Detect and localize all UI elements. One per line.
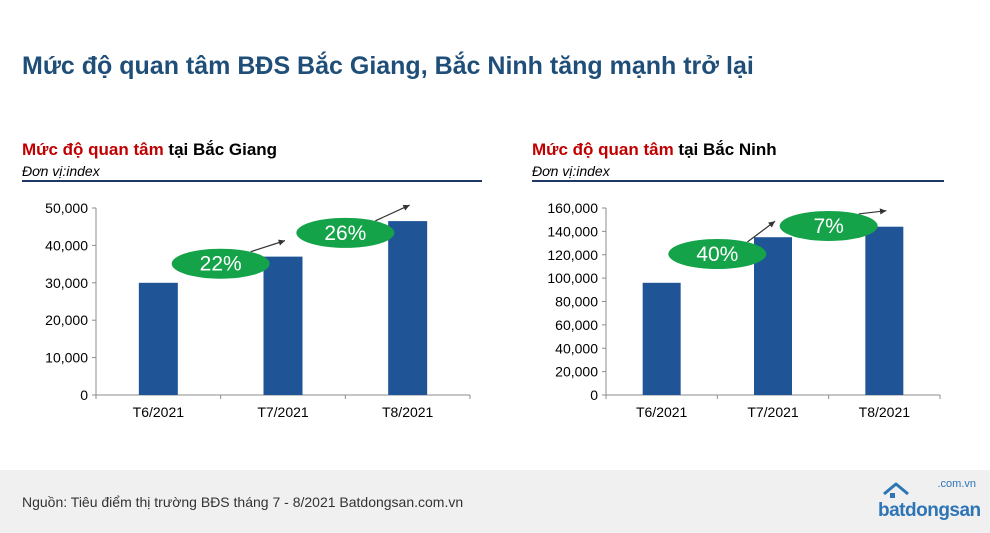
batdongsan-logo[interactable]: .com.vn batdongsan [878,478,981,524]
chart-header-bac-ninh: Mức độ quan tâm tại Bắc Ninh Đơn vị:inde… [532,140,944,182]
x-tick-label: T6/2021 [636,404,688,420]
y-tick-label: 0 [80,387,88,403]
growth-arrow-head [278,239,285,246]
footer-bar: Nguồn: Tiêu điểm thị trường BĐS tháng 7 … [0,470,990,533]
chart-title-bac-ninh: Mức độ quan tâm tại Bắc Ninh [532,140,944,160]
growth-label: 26% [324,222,366,245]
growth-arrow-head [402,204,410,211]
growth-arrow-head [768,221,775,228]
y-tick-label: 20,000 [555,364,598,380]
bar-t6-2021 [642,282,681,395]
growth-label: 22% [200,253,242,276]
bar-t7-2021 [754,237,792,395]
y-tick-label: 50,000 [45,200,88,216]
y-tick-label: 0 [590,387,598,403]
x-tick-label: T8/2021 [859,404,911,420]
bar-chart-bac-ninh: 0 20,000 40,000 60,000 80,000 100,000 120,000 1… [547,200,941,420]
y-tick-label: 40,000 [45,237,88,253]
chart-header-bac-giang: Mức độ quan tâm tại Bắc Giang Đơn vị:ind… [22,140,482,182]
y-tick-label: 40,000 [555,340,598,356]
chart-title-rest: tại Bắc Ninh [673,140,777,159]
page-title: Mức độ quan tâm BĐS Bắc Giang, Bắc Ninh … [22,52,754,80]
y-tick-label: 100,000 [547,270,598,286]
logo-text: batdongsan [878,500,981,521]
house-icon [883,482,909,498]
bar-t6-2021 [138,282,178,395]
bar-chart-bac-giang: 0 10,000 20,000 30,000 40,000 50,000 T6/2021 T7… [45,200,471,420]
y-tick-label: 20,000 [45,312,88,328]
y-tick-label: 10,000 [45,350,88,366]
y-tick-label: 80,000 [555,294,598,310]
chart-unit-label: Đơn vị:index [22,163,100,179]
chart-divider [532,180,944,182]
chart-title-bac-giang: Mức độ quan tâm tại Bắc Giang [22,140,482,160]
x-tick-label: T8/2021 [382,404,434,420]
chart-unit-label: Đơn vị:index [532,163,610,179]
x-tick-label: T7/2021 [747,404,799,420]
growth-badge [296,217,395,248]
bar-t8-2021 [388,221,428,395]
x-tick-label: T7/2021 [257,404,309,420]
bar-t7-2021 [263,256,303,395]
chart-title-highlight: Mức độ quan tâm [22,140,164,159]
growth-arrow-head [879,208,887,215]
y-tick-label: 60,000 [555,317,598,333]
growth-badge [668,239,767,270]
chart-divider [22,180,482,182]
bar-t8-2021 [865,226,904,395]
y-tick-label: 140,000 [547,223,598,239]
growth-label: 40% [696,243,738,266]
y-tick-label: 120,000 [547,247,598,263]
y-tick-label: 30,000 [45,275,88,291]
x-tick-label: T6/2021 [133,404,185,420]
growth-badge [171,248,270,279]
growth-badge [779,210,878,241]
chart-title-rest: tại Bắc Giang [163,140,278,159]
logo-domain: .com.vn [937,478,976,490]
growth-label: 7% [813,215,843,238]
chart-title-highlight: Mức độ quan tâm [532,140,674,159]
y-tick-label: 160,000 [547,200,598,216]
source-note: Nguồn: Tiêu điểm thị trường BĐS tháng 7 … [22,494,464,510]
